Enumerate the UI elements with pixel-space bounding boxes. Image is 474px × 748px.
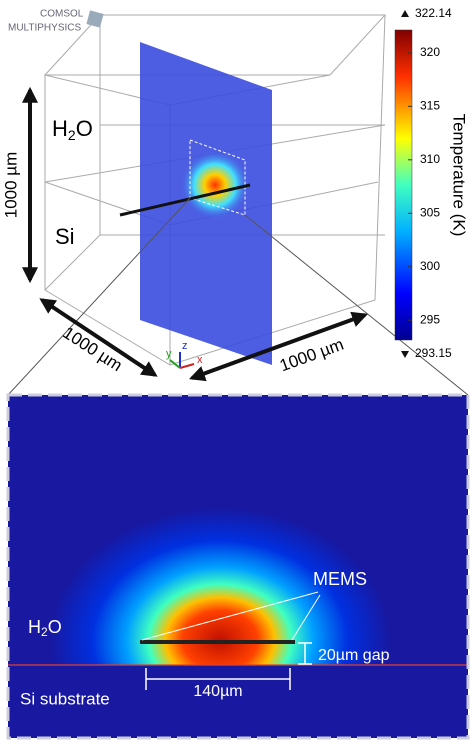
colorbar-tick-label: 320 xyxy=(420,45,440,59)
colorbar-tick-label: 305 xyxy=(420,205,440,219)
detail-panel xyxy=(6,393,470,740)
silicon-label: Si xyxy=(55,224,75,249)
colorbar-tick-label: 300 xyxy=(420,259,440,273)
colorbar-tick-label: 310 xyxy=(420,152,440,166)
dim-arrows xyxy=(22,86,369,382)
logo-cube xyxy=(86,10,104,28)
axis-label: z xyxy=(182,340,188,352)
water-label: H2O xyxy=(52,116,93,143)
axis-label: x xyxy=(197,354,203,366)
dim-label: 1000 µm xyxy=(277,335,346,376)
length-label: 140µm xyxy=(193,683,242,700)
colorbar-title: Temperature (K) xyxy=(450,114,469,237)
zoom-line xyxy=(244,214,469,396)
dim-label: 1000 µm xyxy=(1,152,20,219)
mems-label: MEMS xyxy=(313,569,367,589)
logo: MULTIPHYSICS xyxy=(8,23,81,34)
zoom-box xyxy=(189,139,246,216)
substrate-label: Si substrate xyxy=(20,689,110,708)
beam xyxy=(119,183,251,217)
colorbar-tick-label: 315 xyxy=(420,99,440,113)
colorbar-min: 293.15 xyxy=(415,346,452,360)
colorbar-max: 322.14 xyxy=(415,6,452,20)
water-label: H2O xyxy=(28,617,62,639)
axis-label: y xyxy=(166,348,172,360)
hot-spot xyxy=(180,150,250,220)
gap-label: 20µm gap xyxy=(318,647,390,664)
colorbar xyxy=(394,29,413,341)
min-marker xyxy=(401,351,409,358)
logo: COMSOL xyxy=(40,9,84,20)
colorbar-tick-label: 295 xyxy=(420,312,440,326)
zoom-line xyxy=(7,197,191,396)
max-marker xyxy=(401,10,409,17)
axis-triad xyxy=(169,352,195,369)
